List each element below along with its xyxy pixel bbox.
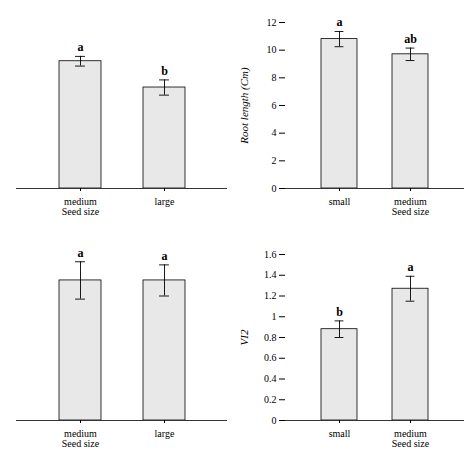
svg-text:VI2: VI2 <box>238 329 250 345</box>
svg-text:mediumSeed size: mediumSeed size <box>392 196 430 217</box>
svg-text:1.4: 1.4 <box>264 269 277 280</box>
svg-text:mediumSeed size: mediumSeed size <box>392 428 430 449</box>
svg-text:ab: ab <box>404 32 417 46</box>
svg-text:4: 4 <box>272 127 277 138</box>
svg-text:a: a <box>337 15 343 29</box>
svg-text:6: 6 <box>272 100 277 111</box>
svg-text:12: 12 <box>267 17 277 28</box>
svg-text:0.6: 0.6 <box>264 352 277 363</box>
svg-text:10: 10 <box>267 44 277 55</box>
svg-text:mediumSeed size: mediumSeed size <box>62 196 100 217</box>
svg-text:0: 0 <box>272 183 277 194</box>
svg-text:large: large <box>155 196 175 207</box>
svg-text:mediumSeed size: mediumSeed size <box>62 428 100 449</box>
svg-text:0: 0 <box>272 415 277 426</box>
svg-text:0.8: 0.8 <box>264 332 277 343</box>
svg-text:b: b <box>161 64 168 78</box>
svg-text:Root length (Cm): Root length (Cm) <box>238 67 251 145</box>
svg-text:1.2: 1.2 <box>264 290 277 301</box>
svg-text:small: small <box>329 428 351 439</box>
svg-text:0.4: 0.4 <box>264 373 277 384</box>
svg-text:b: b <box>336 305 343 319</box>
svg-text:a: a <box>78 246 84 260</box>
svg-text:small: small <box>329 196 351 207</box>
svg-text:1.6: 1.6 <box>264 249 277 260</box>
svg-text:a: a <box>408 260 414 274</box>
svg-text:0.2: 0.2 <box>264 394 277 405</box>
svg-text:2: 2 <box>272 155 277 166</box>
svg-text:a: a <box>162 249 168 263</box>
svg-text:8: 8 <box>272 72 277 83</box>
svg-text:large: large <box>155 428 175 439</box>
svg-text:1: 1 <box>272 311 277 322</box>
svg-text:a: a <box>78 40 84 54</box>
